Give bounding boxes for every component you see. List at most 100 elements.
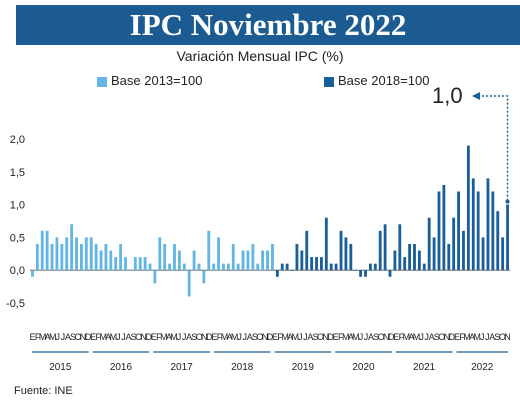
year-tick-label: 2017: [170, 362, 193, 373]
month-tick-label: M: [292, 332, 300, 342]
month-tick-label: N: [383, 332, 390, 342]
bar: [315, 257, 318, 271]
month-tick-label: E: [454, 332, 460, 342]
bar: [359, 270, 363, 277]
bar: [471, 178, 475, 271]
month-tick-label: D: [267, 332, 274, 342]
bar: [275, 270, 279, 277]
bar: [50, 243, 54, 271]
bar: [202, 270, 206, 284]
month-tick-label: A: [126, 332, 132, 342]
bar: [403, 257, 407, 271]
bar: [104, 243, 108, 271]
month-tick-label: A: [287, 332, 293, 342]
month-tick-label: N: [504, 332, 511, 342]
bar: [70, 224, 74, 271]
bar: [305, 230, 309, 271]
month-tick-label: J: [298, 332, 303, 342]
bar: [231, 243, 235, 271]
month-tick-label: F: [399, 332, 405, 342]
month-tick-label: S: [494, 332, 500, 342]
bar: [466, 145, 470, 271]
month-tick-label: J: [237, 332, 242, 342]
month-tick-label: N: [444, 332, 451, 342]
bar: [452, 217, 456, 271]
bar: [80, 243, 83, 271]
month-tick-label: S: [70, 332, 76, 342]
bar: [114, 257, 118, 271]
bar: [246, 250, 250, 271]
bar: [271, 243, 274, 271]
bar: [55, 237, 59, 271]
bar: [35, 243, 39, 271]
month-tick-label: A: [469, 332, 475, 342]
month-tick-label: S: [252, 332, 258, 342]
bar: [329, 263, 333, 271]
bar: [148, 263, 152, 271]
month-tick-label: A: [227, 332, 233, 342]
bar: [354, 270, 358, 271]
month-tick-label: E: [151, 332, 157, 342]
year-tick-label: 2018: [231, 362, 254, 373]
month-tick-label: J: [419, 332, 424, 342]
bar: [222, 263, 225, 271]
month-tick-label: M: [473, 332, 481, 342]
bar: [491, 191, 495, 271]
month-tick-label: F: [277, 332, 283, 342]
bar: [207, 230, 211, 271]
month-tick-label: J: [56, 332, 61, 342]
month-tick-label: M: [160, 332, 168, 342]
legend-swatch-base-2013: [97, 77, 107, 87]
bar: [212, 263, 216, 271]
bar: [226, 263, 230, 271]
month-tick-label: E: [211, 332, 217, 342]
year-tick-label: 2021: [413, 362, 436, 373]
bar: [476, 191, 480, 271]
month-tick-label: E: [333, 332, 339, 342]
month-tick-label: D: [388, 332, 395, 342]
month-tick-label: O: [438, 332, 445, 342]
bar: [187, 270, 191, 297]
month-tick-label: N: [80, 332, 87, 342]
year-tick-label: 2016: [110, 362, 133, 373]
bar: [300, 250, 304, 271]
bar: [197, 263, 201, 271]
bar: [133, 257, 137, 271]
month-tick-label: A: [368, 332, 374, 342]
month-tick-label: S: [312, 332, 318, 342]
bar: [173, 243, 176, 271]
month-tick-label: A: [186, 332, 192, 342]
bar: [334, 263, 338, 271]
bar: [45, 230, 49, 271]
bar: [501, 237, 505, 271]
bar: [496, 211, 500, 271]
bar: [344, 237, 348, 271]
chart-subtitle: Variación Mensual IPC (%): [176, 48, 344, 64]
month-tick-label: S: [191, 332, 197, 342]
bar: [143, 257, 147, 271]
bar: [75, 237, 78, 271]
month-tick-label: M: [231, 332, 239, 342]
bar: [94, 243, 98, 271]
bar: [124, 257, 127, 271]
bar: [241, 250, 245, 271]
bar: [378, 230, 382, 271]
month-tick-label: J: [480, 332, 485, 342]
month-tick-label: E: [393, 332, 399, 342]
month-tick-label: D: [327, 332, 334, 342]
month-tick-label: A: [105, 332, 111, 342]
bar: [437, 191, 441, 271]
month-tick-label: J: [485, 332, 490, 342]
month-tick-label: J: [242, 332, 247, 342]
month-tick-label: F: [338, 332, 344, 342]
month-tick-label: O: [499, 332, 506, 342]
month-tick-label: M: [110, 332, 118, 342]
last-value-callout: 1,0: [432, 83, 463, 108]
month-tick-label: N: [140, 332, 147, 342]
callout-dot: [505, 199, 510, 204]
bar: [506, 204, 509, 271]
month-tick-label: M: [281, 332, 289, 342]
bar: [31, 270, 34, 277]
bar: [236, 263, 240, 271]
bar: [422, 263, 426, 271]
